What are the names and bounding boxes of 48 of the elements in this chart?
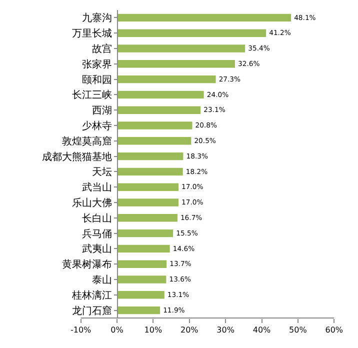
x-tick-label: -10% [70,326,92,335]
y-tick-label: 桂林漓江 [70,289,112,302]
y-tick-label: 天坛 [92,166,112,178]
bar [116,14,292,22]
x-tick-label: 10% [144,326,162,335]
x-tick-label: 50% [289,326,308,335]
y-tick-label: 少林寺 [82,120,112,132]
y-tick-label: 兵马俑 [82,228,112,240]
bar [116,90,204,99]
bar [116,214,178,222]
y-tick-label: 龙门石窟 [72,304,112,317]
y-tick-label: 颐和园 [82,74,112,86]
bar [116,60,235,68]
bar [116,29,266,37]
y-tick-label: 乐山大佛 [72,197,112,209]
bar [116,106,201,114]
bar [116,122,192,130]
bar [116,152,184,160]
y-tick-label: 故宫 [92,43,112,55]
bar [116,244,170,253]
bar [116,229,174,238]
y-tick-label: 长白山 [82,212,112,224]
x-tick-label: 40% [252,326,272,335]
bar [116,276,166,284]
y-tick-label: 黄果树瀑布 [62,258,112,271]
y-tick-label: 九寨沟 [82,12,112,24]
bar [116,168,183,176]
bar [116,198,179,206]
bar [116,44,246,52]
y-tick-label: 敦煌莫高窟 [62,135,112,148]
y-tick-label: 西湖 [92,104,112,117]
y-tick-label: 长江三峡 [72,89,112,102]
y-tick-label: 武当山 [82,182,112,194]
bar [116,137,192,145]
bar [116,75,216,84]
x-tick-label: 0% [110,326,124,335]
y-tick-label: 张家界 [82,58,112,70]
bar [116,291,164,299]
bar [116,260,167,268]
x-tick-label: 30% [216,326,235,335]
bar [116,183,179,191]
y-tick-label: 泰山 [92,274,112,286]
x-tick-label: 20% [180,326,199,335]
y-tick-label: 武夷山 [82,243,112,256]
y-tick-label: 成都大熊猫基地 [42,150,112,163]
x-tick-label: 60% [325,326,344,335]
y-tick-label: 万里长城 [72,28,112,40]
bar [116,306,160,314]
